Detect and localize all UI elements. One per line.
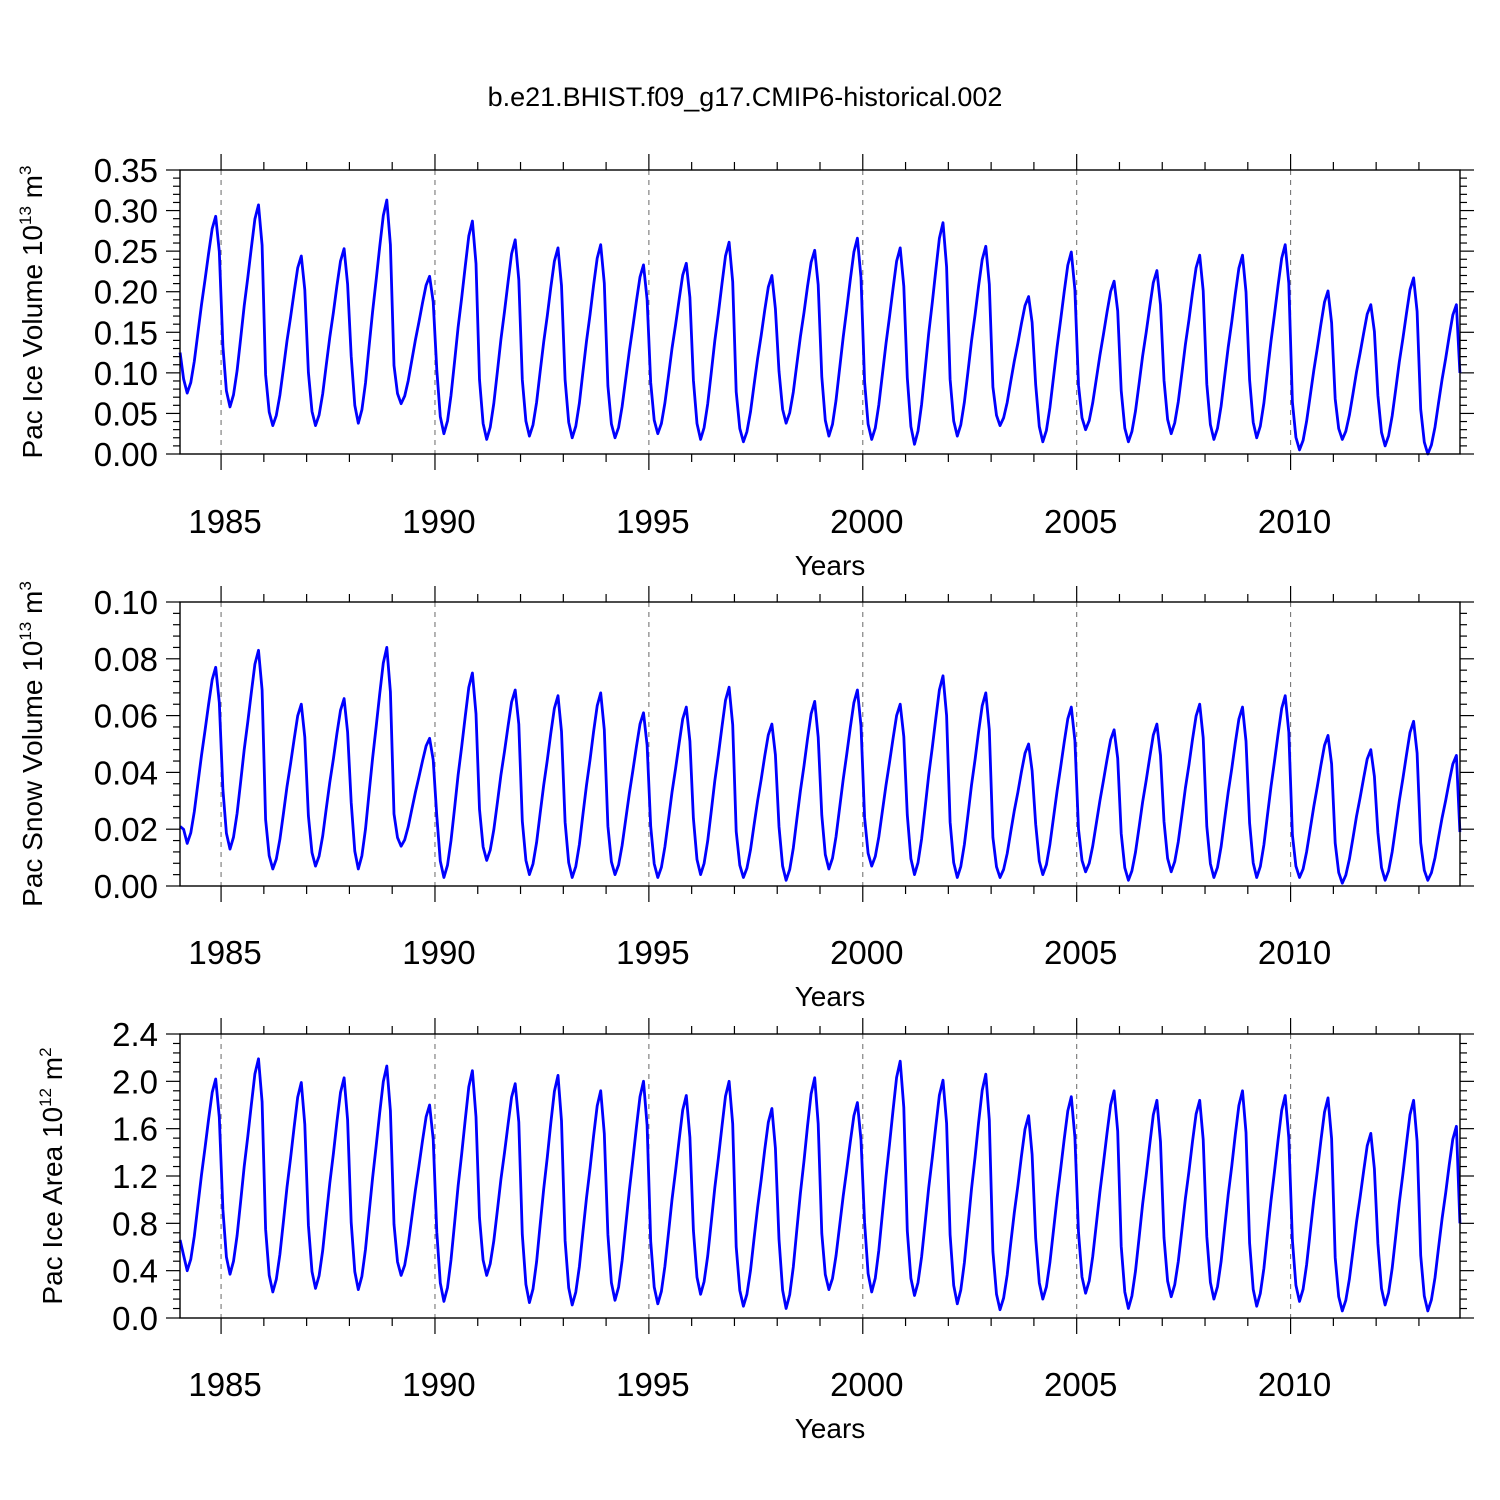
x-tick-label: 2005 [1044, 1366, 1117, 1403]
plot-frame [179, 1033, 1461, 1319]
y-tick-label: 0.04 [94, 754, 158, 791]
y-tick-label: 0.00 [94, 436, 158, 473]
x-axis-label: Years [795, 550, 866, 581]
y-tick-label: 1.2 [112, 1158, 158, 1195]
series-line [178, 198, 1462, 456]
chart-panel-2: 0.00 0.02 0.04 0.06 0.08 0.10 1985 1990 1995 2000… [16, 581, 1474, 1012]
plot-frame [179, 601, 1461, 887]
y-tick-label: 2.4 [112, 1016, 158, 1053]
chart-panel-3: 0.0 0.4 0.8 1.2 1.6 2.0 2.4 1985 1990 1995 2000 200… [36, 1016, 1474, 1444]
y-tick-label: 0.00 [94, 868, 158, 905]
y-axis-label: Pac Ice Volume 1013 m3 [16, 166, 48, 459]
x-tick-label: 2010 [1258, 503, 1331, 540]
x-tick-label: 2000 [830, 934, 903, 971]
y-tick-label: 0.02 [94, 811, 158, 848]
y-tick-label: 0.10 [94, 584, 158, 621]
x-tick-label: 1985 [188, 934, 261, 971]
y-tick-label: 0.06 [94, 698, 158, 735]
x-tick-label: 2010 [1258, 1366, 1331, 1403]
x-tick-label: 1985 [188, 503, 261, 540]
x-tick-label: 1995 [616, 1366, 689, 1403]
y-tick-label: 0.10 [94, 355, 158, 392]
x-tick-label: 2005 [1044, 503, 1117, 540]
x-tick-label: 1995 [616, 503, 689, 540]
x-tick-label: 2000 [830, 1366, 903, 1403]
x-tick-label: 1995 [616, 934, 689, 971]
x-tick-label: 2005 [1044, 934, 1117, 971]
chart-panel-1: 0.00 0.050.10 0.150.20 0.250.30 0.35 1985 1990… [16, 152, 1474, 581]
y-tick-label: 0.35 [94, 152, 158, 189]
x-tick-label: 1990 [402, 934, 475, 971]
x-tick-label: 1990 [402, 503, 475, 540]
y-tick-label: 0.08 [94, 641, 158, 678]
x-tick-label: 1990 [402, 1366, 475, 1403]
y-tick-label: 2.0 [112, 1063, 158, 1100]
y-tick-label: 0.4 [112, 1253, 158, 1290]
y-tick-label: 0.20 [94, 274, 158, 311]
x-axis-label: Years [795, 1413, 866, 1444]
y-tick-label: 1.6 [112, 1111, 158, 1148]
figure-title: b.e21.BHIST.f09_g17.CMIP6-historical.002 [488, 82, 1003, 112]
y-tick-label: 0.05 [94, 395, 158, 432]
y-tick-label: 0.15 [94, 314, 158, 351]
x-tick-label: 2000 [830, 503, 903, 540]
y-tick-label: 0.25 [94, 233, 158, 270]
x-tick-label: 1985 [188, 1366, 261, 1403]
y-tick-label: 0.0 [112, 1300, 158, 1337]
x-axis-label: Years [795, 981, 866, 1012]
x-tick-label: 2010 [1258, 934, 1331, 971]
y-axis-label: Pac Ice Area 1012 m2 [36, 1047, 68, 1304]
series-line [179, 646, 1462, 885]
y-axis-label: Pac Snow Volume 1013 m3 [16, 581, 48, 907]
plot-frame [179, 169, 1461, 455]
y-tick-label: 0.30 [94, 193, 158, 230]
series-line [178, 1057, 1462, 1313]
y-tick-label: 0.8 [112, 1205, 158, 1242]
